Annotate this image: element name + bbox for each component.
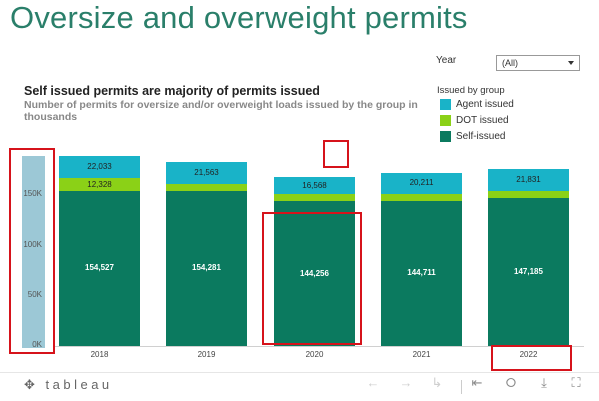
bar-segment[interactable] <box>381 173 462 194</box>
data-label: 147,185 <box>514 267 543 277</box>
x-tick-label: 2022 <box>519 350 538 359</box>
annotation-box-2020-bar <box>262 212 362 345</box>
jump-to-start-icon[interactable]: ⇤ <box>471 375 483 390</box>
bar-segment[interactable] <box>488 198 569 346</box>
y-axis-highlight <box>22 156 45 348</box>
data-label: 16,568 <box>302 180 327 190</box>
legend-swatch <box>440 99 451 110</box>
bar-segment[interactable] <box>166 190 247 346</box>
annotation-box-y-axis <box>9 148 55 354</box>
redo-icon[interactable]: → <box>399 375 413 390</box>
legend-label: Agent issued <box>456 99 514 110</box>
x-tick-label: 2021 <box>412 350 431 359</box>
tableau-toolbar: ✥ tableau ← → ↳ ⇤ ⭘ ⤓ ⛶ <box>0 372 599 401</box>
x-tick-label: 2018 <box>90 350 109 359</box>
data-label: 154,281 <box>192 263 221 273</box>
y-tick-label: 50K <box>27 289 42 299</box>
bar-segment[interactable] <box>274 201 355 346</box>
annotation-box-2022-label <box>491 345 572 371</box>
bar-segment[interactable] <box>488 191 569 199</box>
bar-segment[interactable] <box>274 194 355 202</box>
page-title: Oversize and overweight permits <box>10 0 468 35</box>
data-label: 21,563 <box>194 168 219 178</box>
legend-title: Issued by group <box>437 85 505 96</box>
chart-subtitle: Number of permits for oversize and/or ov… <box>24 99 418 123</box>
share-icon[interactable]: ⭘ <box>505 375 517 390</box>
bar-segment[interactable] <box>166 183 247 191</box>
data-label: 20,211 <box>409 178 434 188</box>
y-tick-label: 0K <box>32 340 42 349</box>
bar-segment[interactable] <box>274 177 355 194</box>
data-label: 144,711 <box>407 268 436 278</box>
toolbar-separator <box>461 380 462 394</box>
year-filter-label: Year <box>436 55 457 66</box>
data-label: 12,328 <box>87 179 112 189</box>
bar-segment[interactable] <box>166 162 247 184</box>
x-tick-label: 2019 <box>197 350 216 359</box>
bar-segment[interactable] <box>488 169 569 192</box>
data-label: 154,527 <box>85 263 114 273</box>
legend-swatch <box>440 131 451 142</box>
data-label: 144,256 <box>300 268 329 278</box>
bar-segment[interactable] <box>59 190 140 346</box>
bar-segment[interactable] <box>381 193 462 201</box>
y-tick-label: 150K <box>23 189 42 199</box>
bar-segment[interactable] <box>381 200 462 346</box>
tableau-logo[interactable]: ✥ tableau <box>24 377 113 392</box>
x-axis-line <box>54 346 584 347</box>
y-tick-label: 100K <box>23 239 42 249</box>
revert-icon[interactable]: ↳ <box>431 375 443 390</box>
legend-label: DOT issued <box>456 115 509 126</box>
legend-label: Self-issued <box>456 131 506 142</box>
bar-segment[interactable] <box>59 178 140 191</box>
legend-swatch <box>440 115 451 126</box>
data-label: 21,831 <box>516 175 541 185</box>
x-tick-label: 2020 <box>305 350 324 359</box>
year-filter-value: (All) <box>502 58 518 68</box>
tableau-logo-text: tableau <box>45 377 113 392</box>
year-filter-dropdown[interactable]: (All) <box>496 55 580 71</box>
undo-icon[interactable]: ← <box>366 375 380 390</box>
bar-segment[interactable] <box>59 156 140 179</box>
chevron-down-icon <box>568 61 574 65</box>
data-label: 22,033 <box>87 162 112 172</box>
fullscreen-icon[interactable]: ⛶ <box>571 375 581 390</box>
chart-title: Self issued permits are majority of perm… <box>24 84 320 98</box>
annotation-box-small <box>323 140 349 168</box>
download-icon[interactable]: ⤓ <box>541 375 547 390</box>
